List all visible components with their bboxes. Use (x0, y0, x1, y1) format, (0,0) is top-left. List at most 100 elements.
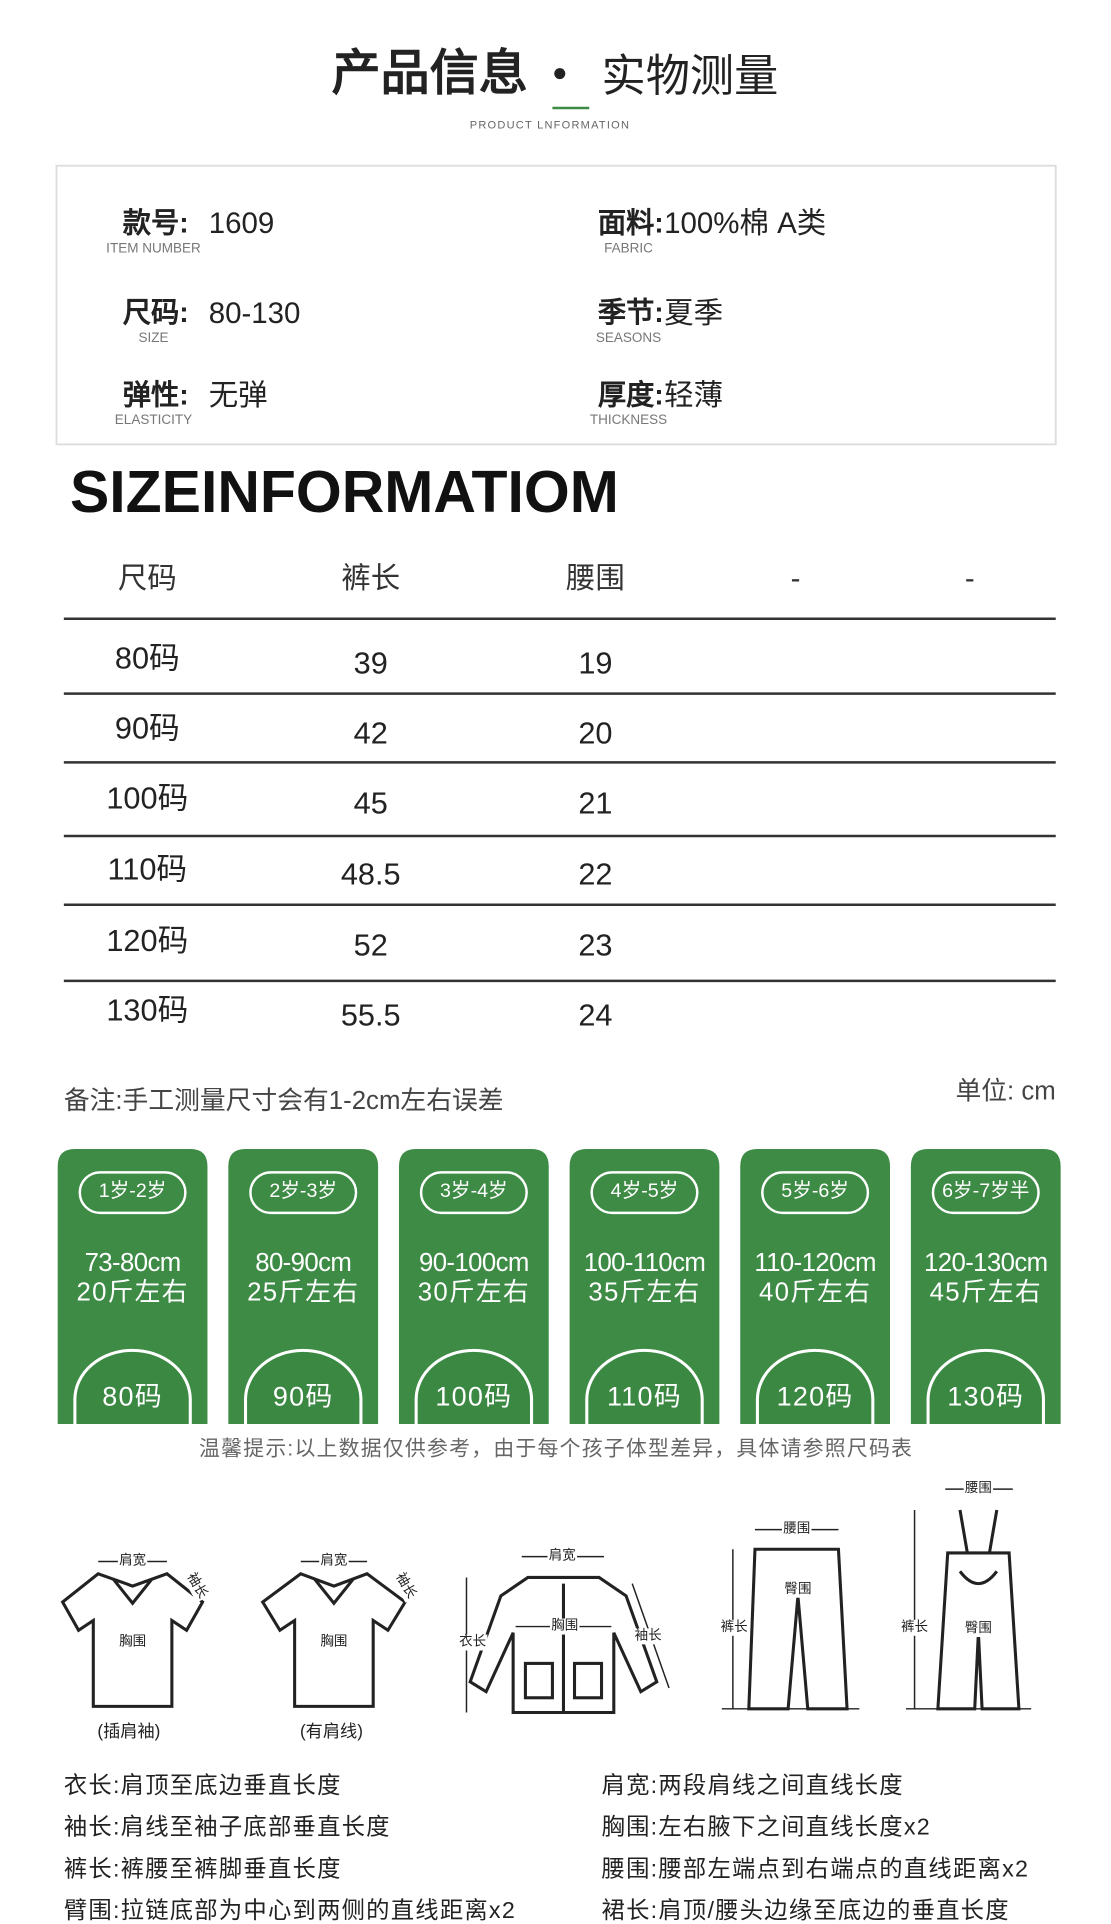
age-pill (419, 1171, 528, 1215)
definition: 裤长:裤腰至裤脚垂直长度 (63, 1856, 342, 1883)
table-header: - (964, 562, 975, 596)
diagram-label: 衣长 (457, 1634, 488, 1651)
info-label: 尺码: (122, 296, 189, 329)
table-cell: 90码 (114, 711, 180, 746)
table-header: 尺码 (117, 562, 177, 596)
card-size: 120码 (776, 1381, 854, 1412)
card (910, 1149, 1061, 1425)
table-header: 裤长 (341, 562, 401, 596)
section-title: SIZEINFORMATIOM (69, 460, 619, 526)
size-arch (926, 1348, 1045, 1425)
table-cell: 21 (578, 786, 613, 821)
info-label: 季节: (597, 296, 664, 329)
diagram-label: 胸围 (319, 1634, 349, 1651)
diagram-label: 裤长 (899, 1619, 930, 1636)
table-cell: 80码 (114, 641, 180, 676)
card-weight: 45斤左右 (929, 1278, 1042, 1307)
card-weight: 40斤左右 (759, 1278, 872, 1307)
info-value: 1609 (208, 207, 275, 241)
table-cell: 39 (353, 646, 388, 681)
age-pill (761, 1171, 870, 1215)
diagram-label: 肩宽 (319, 1553, 349, 1570)
info-value: 100%棉 A类 (664, 207, 827, 241)
size-arch (73, 1348, 192, 1425)
unit: 单位: cm (955, 1077, 1056, 1106)
card-size: 100码 (435, 1381, 513, 1412)
card-weight: 25斤左右 (247, 1278, 360, 1307)
table-cell: 20 (578, 716, 613, 751)
table-cell: 100码 (106, 781, 189, 816)
diagram-label: 肩宽 (547, 1548, 577, 1565)
info-value: 无弹 (208, 379, 268, 413)
card-size: 90码 (272, 1381, 334, 1412)
table-cell: 24 (578, 998, 613, 1034)
card (398, 1149, 549, 1425)
info-value: 80-130 (208, 297, 301, 331)
definition: 胸围:左右腋下之间直线长度x2 (601, 1815, 931, 1841)
card-age: 2岁-3岁 (269, 1180, 338, 1202)
tip: 温馨提示:以上数据仅供参考，由于每个孩子体型差异，具体请参照尺码表 (199, 1436, 914, 1461)
card-age: 6岁-7岁半 (942, 1180, 1030, 1202)
info-english: THICKNESS (589, 413, 668, 428)
definition: 衣长:肩顶至底边垂直长度 (63, 1773, 342, 1800)
diagram-label: 腰围 (963, 1481, 994, 1498)
info-value: 轻薄 (664, 379, 724, 413)
info-english: SIZE (138, 330, 169, 346)
card-size: 130码 (947, 1381, 1025, 1412)
table-cell: 42 (353, 716, 388, 751)
card-height: 110-120cm (754, 1249, 876, 1278)
diagram-label: 臀围 (963, 1621, 994, 1638)
card-height: 120-130cm (924, 1249, 1048, 1278)
card-height: 73-80cm (84, 1249, 182, 1278)
card-age: 3岁-4岁 (440, 1180, 508, 1202)
card-height: 90-100cm (418, 1249, 529, 1278)
info-label: 弹性: (122, 378, 189, 411)
definition: 腰围:腰部左端点到右端点的直线距离x2 (601, 1856, 1030, 1883)
table-cell: 52 (353, 928, 388, 964)
card (569, 1149, 720, 1425)
table-cell: 48.5 (340, 857, 401, 892)
card-height: 100-110cm (583, 1249, 706, 1278)
table-cell: 19 (578, 646, 613, 681)
info-label: 厚度: (597, 378, 664, 411)
card-weight: 20斤左右 (76, 1278, 189, 1307)
card-size: 110码 (607, 1381, 682, 1412)
card-weight: 35斤左右 (588, 1278, 701, 1307)
card (228, 1149, 379, 1425)
table-header: 腰围 (565, 562, 625, 596)
definition: 袖长:肩线至袖子底部垂直长度 (63, 1815, 391, 1841)
card (57, 1149, 208, 1425)
table-cell: 22 (578, 857, 613, 892)
table-cell: 110码 (107, 852, 188, 887)
table-cell: 120码 (106, 923, 189, 959)
info-label: 面料: (597, 206, 664, 239)
diagram-label: 腰围 (781, 1521, 812, 1538)
info-label: 款号: (122, 206, 189, 239)
card-size: 80码 (102, 1381, 163, 1412)
table-header: - (790, 562, 801, 596)
info-english: FABRIC (604, 241, 653, 256)
size-arch (585, 1348, 704, 1425)
info-english: ITEM NUMBER (106, 241, 201, 256)
diagram-label: 胸围 (549, 1618, 580, 1635)
card-weight: 30斤左右 (417, 1278, 530, 1307)
table-cell: 23 (578, 928, 613, 964)
note: 备注:手工测量尺寸会有1-2cm左右误差 (63, 1087, 504, 1116)
info-english: SEASONS (595, 330, 662, 346)
table-cell: 130码 (106, 993, 189, 1029)
diagram-label: 袖长 (633, 1628, 663, 1645)
diagram-caption: (有肩线) (299, 1721, 363, 1741)
card-age: 5岁-6岁 (781, 1180, 849, 1202)
size-arch (755, 1348, 875, 1425)
age-pill (590, 1171, 699, 1215)
diagram-label: 肩宽 (117, 1553, 148, 1570)
diagram-label: 胸围 (117, 1634, 148, 1651)
definition: 肩宽:两段肩线之间直线长度 (601, 1773, 904, 1800)
title-english: PRODUCT LNFORMATION (469, 118, 631, 131)
subtitle: 实物测量 (601, 50, 779, 101)
age-pill (249, 1171, 358, 1215)
definition: 裙长:肩顶/腰头边缘至底边的垂直长度 (601, 1898, 1010, 1924)
card-age: 1岁-2岁 (98, 1180, 167, 1202)
